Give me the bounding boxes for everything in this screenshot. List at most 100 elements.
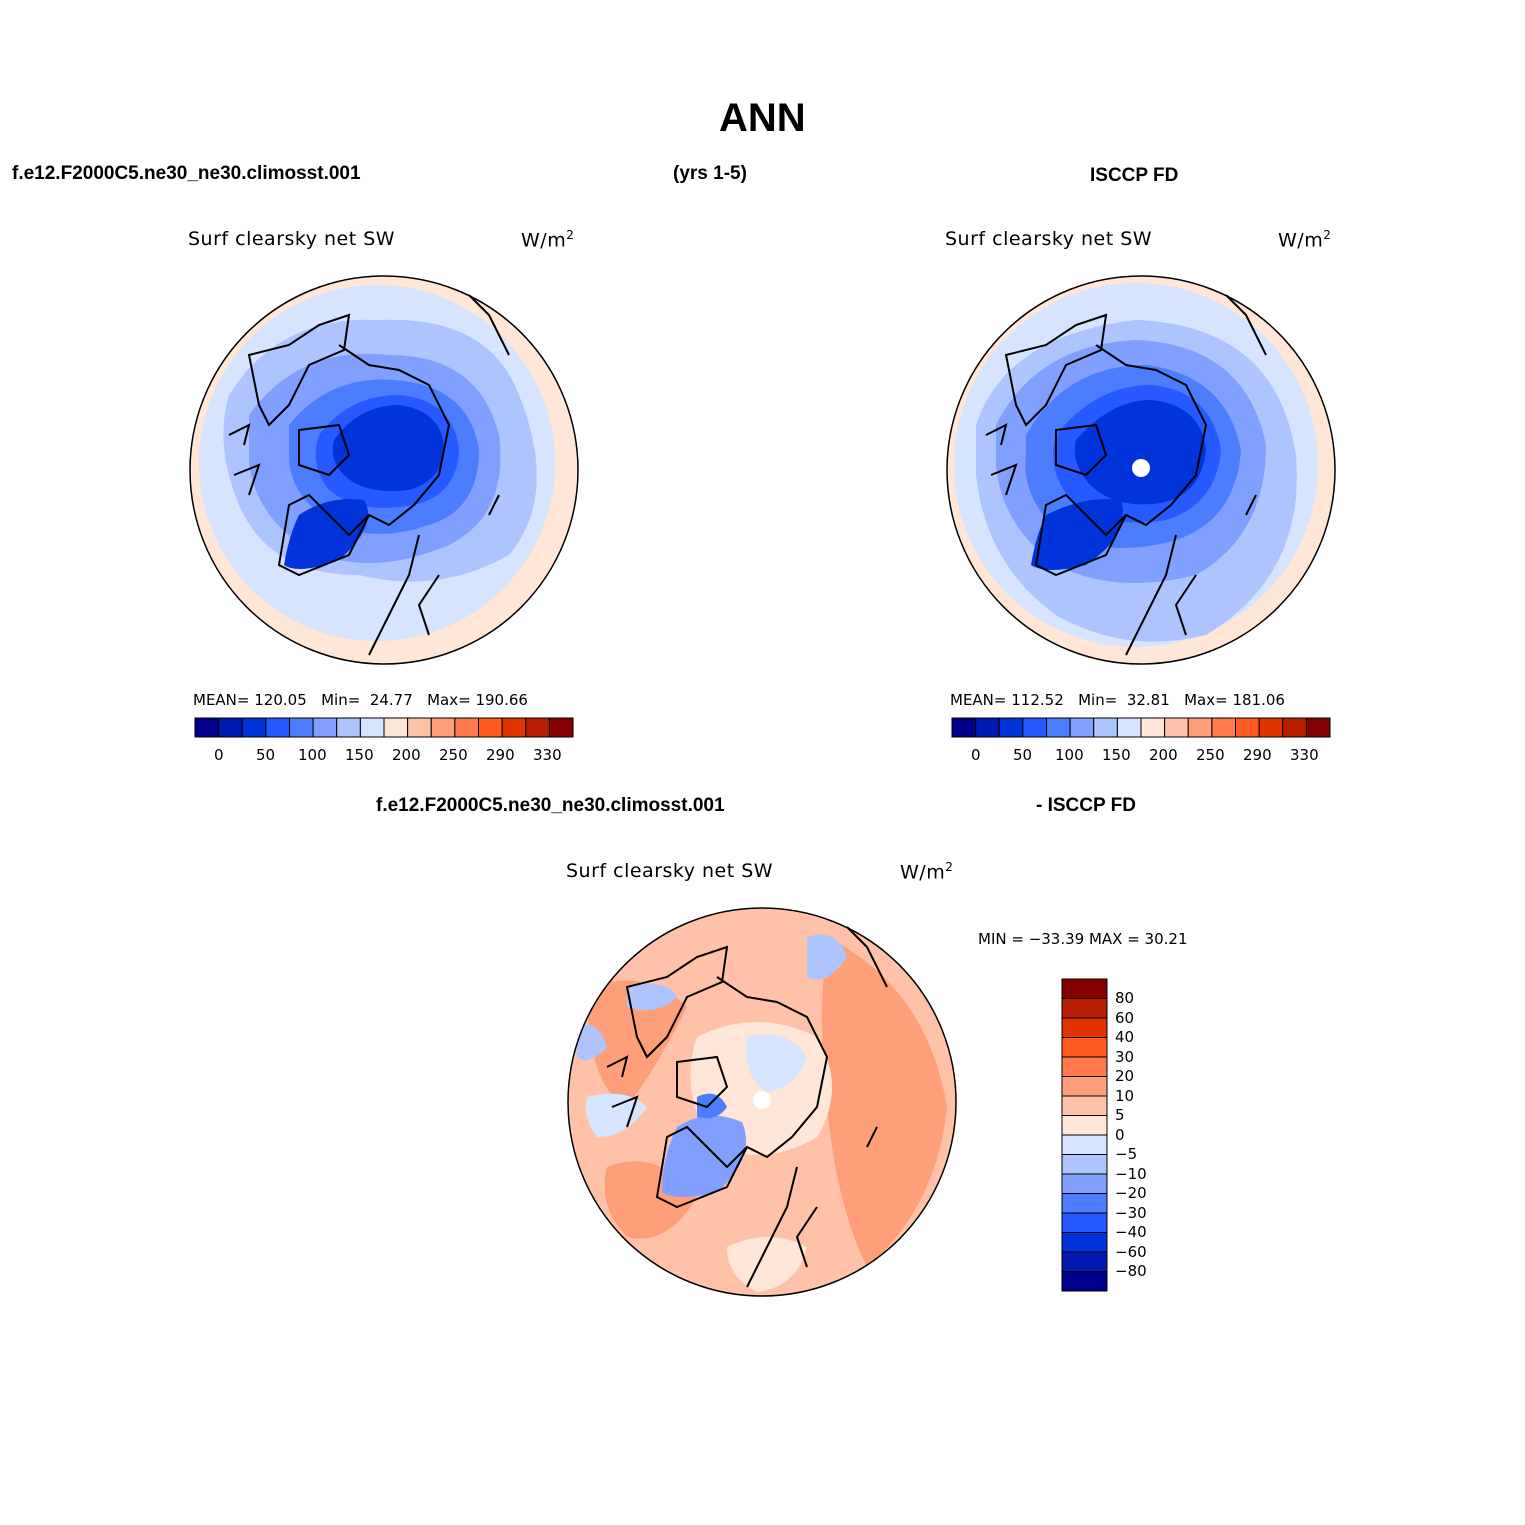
colorbar-swatch xyxy=(548,717,574,738)
colorbar-swatch xyxy=(312,717,338,738)
colorbar-tick: −80 xyxy=(1115,1262,1147,1280)
colorbar-swatch xyxy=(478,717,503,738)
colorbar-tick: 5 xyxy=(1115,1106,1125,1124)
colorbar-tick: 150 xyxy=(345,746,374,764)
diff-colorbar xyxy=(1061,978,1108,1292)
diff-polar-map xyxy=(567,907,957,1297)
colorbar-swatch xyxy=(1235,717,1260,738)
colorbar-swatch xyxy=(407,717,432,738)
colorbar-swatch xyxy=(1211,717,1236,738)
colorbar-tick: 0 xyxy=(971,746,981,764)
colorbar-swatch xyxy=(454,717,479,738)
colorbar-swatch xyxy=(1061,1076,1108,1097)
colorbar-tick: −60 xyxy=(1115,1243,1147,1261)
colorbar-swatch xyxy=(501,717,527,738)
colorbar-swatch xyxy=(1258,717,1284,738)
colorbar-swatch xyxy=(1140,717,1166,738)
model-polar-map xyxy=(189,275,579,665)
colorbar-tick: 250 xyxy=(439,746,468,764)
model-stats: MEAN= 120.05 Min= 24.77 Max= 190.66 xyxy=(193,691,528,709)
colorbar-swatch xyxy=(1061,1134,1108,1155)
colorbar-tick: 20 xyxy=(1115,1067,1135,1085)
colorbar-swatch xyxy=(1187,717,1213,738)
obs-colorbar-ticks: 0 50 100 150 200 250 290 330 xyxy=(952,746,1330,766)
model-colorbar xyxy=(194,717,574,738)
colorbar-swatch xyxy=(975,717,1000,738)
colorbar-swatch xyxy=(1116,717,1142,738)
colorbar-swatch xyxy=(1093,717,1118,738)
colorbar-swatch xyxy=(1061,1037,1108,1058)
obs-colorbar xyxy=(951,717,1331,738)
colorbar-swatch xyxy=(430,717,456,738)
colorbar-tick: −20 xyxy=(1115,1184,1147,1202)
colorbar-tick: −5 xyxy=(1115,1145,1138,1163)
colorbar-tick: 50 xyxy=(256,746,276,764)
colorbar-swatch xyxy=(289,717,314,738)
colorbar-tick: 30 xyxy=(1115,1048,1135,1066)
colorbar-tick: 200 xyxy=(1149,746,1178,764)
colorbar-swatch xyxy=(998,717,1024,738)
colorbar-swatch xyxy=(1061,1232,1108,1253)
colorbar-tick: 150 xyxy=(1102,746,1131,764)
colorbar-swatch xyxy=(359,717,385,738)
diff-case-name: f.e12.F2000C5.ne30_ne30.climosst.001 xyxy=(376,795,725,816)
colorbar-swatch xyxy=(1305,717,1331,738)
colorbar-tick: 10 xyxy=(1115,1087,1135,1105)
diff-colorbar-ticks: 80 60 40 30 20 10 5 0 −5 −10 −20 −30 −40… xyxy=(1115,979,1175,1291)
colorbar-tick: 0 xyxy=(1115,1126,1125,1144)
colorbar-tick: 250 xyxy=(1196,746,1225,764)
colorbar-tick: 100 xyxy=(1055,746,1084,764)
colorbar-tick: 200 xyxy=(392,746,421,764)
colorbar-tick: 290 xyxy=(1243,746,1272,764)
colorbar-swatch xyxy=(951,717,977,738)
colorbar-swatch xyxy=(1061,1056,1108,1077)
diff-obs-name: - ISCCP FD xyxy=(1036,795,1136,816)
obs-units: W/m2 xyxy=(1278,228,1332,252)
colorbar-swatch xyxy=(1061,1193,1108,1214)
obs-polar-map xyxy=(946,275,1336,665)
colorbar-tick: −10 xyxy=(1115,1165,1147,1183)
colorbar-swatch xyxy=(1061,1271,1108,1292)
page-title: ANN xyxy=(719,96,806,140)
colorbar-swatch xyxy=(1164,717,1189,738)
colorbar-swatch xyxy=(1061,1017,1108,1038)
colorbar-tick: −30 xyxy=(1115,1204,1147,1222)
colorbar-tick: 80 xyxy=(1115,989,1135,1007)
model-colorbar-ticks: 0 50 100 150 200 250 290 330 xyxy=(195,746,573,766)
colorbar-swatch xyxy=(1061,1115,1108,1136)
colorbar-tick: 0 xyxy=(214,746,224,764)
model-variable-name: Surf clearsky net SW xyxy=(188,228,396,250)
colorbar-tick: 60 xyxy=(1115,1009,1135,1027)
model-case-name: f.e12.F2000C5.ne30_ne30.climosst.001 xyxy=(12,163,361,184)
obs-stats: MEAN= 112.52 Min= 32.81 Max= 181.06 xyxy=(950,691,1285,709)
colorbar-swatch xyxy=(1282,717,1307,738)
diff-units: W/m2 xyxy=(900,860,954,884)
colorbar-tick: 40 xyxy=(1115,1028,1135,1046)
colorbar-swatch xyxy=(1061,1173,1108,1194)
colorbar-swatch xyxy=(1046,717,1071,738)
colorbar-swatch xyxy=(1061,1095,1108,1116)
colorbar-swatch xyxy=(1061,998,1108,1019)
colorbar-tick: 330 xyxy=(1290,746,1319,764)
colorbar-tick: 290 xyxy=(486,746,515,764)
obs-dataset-name: ISCCP FD xyxy=(1090,165,1179,186)
colorbar-tick: 50 xyxy=(1013,746,1033,764)
obs-variable-name: Surf clearsky net SW xyxy=(945,228,1153,250)
colorbar-swatch xyxy=(383,717,409,738)
colorbar-swatch xyxy=(1061,1154,1108,1175)
colorbar-swatch xyxy=(1069,717,1095,738)
colorbar-swatch xyxy=(1022,717,1047,738)
colorbar-swatch xyxy=(525,717,550,738)
colorbar-tick: −40 xyxy=(1115,1223,1147,1241)
colorbar-swatch xyxy=(1061,978,1108,999)
colorbar-swatch xyxy=(1061,1212,1108,1233)
model-units: W/m2 xyxy=(521,228,575,252)
diff-minmax: MIN = −33.39 MAX = 30.21 xyxy=(978,930,1188,948)
colorbar-tick: 330 xyxy=(533,746,562,764)
colorbar-swatch xyxy=(218,717,243,738)
colorbar-swatch xyxy=(194,717,220,738)
diff-variable-name: Surf clearsky net SW xyxy=(566,860,774,882)
colorbar-swatch xyxy=(1061,1251,1108,1272)
colorbar-tick: 100 xyxy=(298,746,327,764)
years-label: (yrs 1-5) xyxy=(673,163,747,184)
